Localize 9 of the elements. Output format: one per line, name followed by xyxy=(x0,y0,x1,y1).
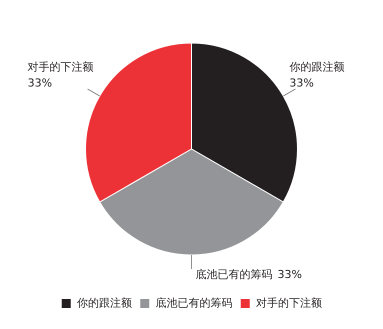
data-label: 33% xyxy=(278,268,302,281)
legend-label: 对手的下注额 xyxy=(256,296,322,310)
legend-label: 你的跟注额 xyxy=(76,296,132,310)
data-label: 33% xyxy=(28,76,52,90)
slice-label: 你的跟注额 xyxy=(289,60,344,74)
slice-label: 对手的下注额 xyxy=(28,60,94,74)
legend-label: 底池已有的筹码 xyxy=(155,296,232,310)
slice-label: 底池已有的筹码 xyxy=(196,268,272,281)
data-label: 33% xyxy=(289,76,314,90)
